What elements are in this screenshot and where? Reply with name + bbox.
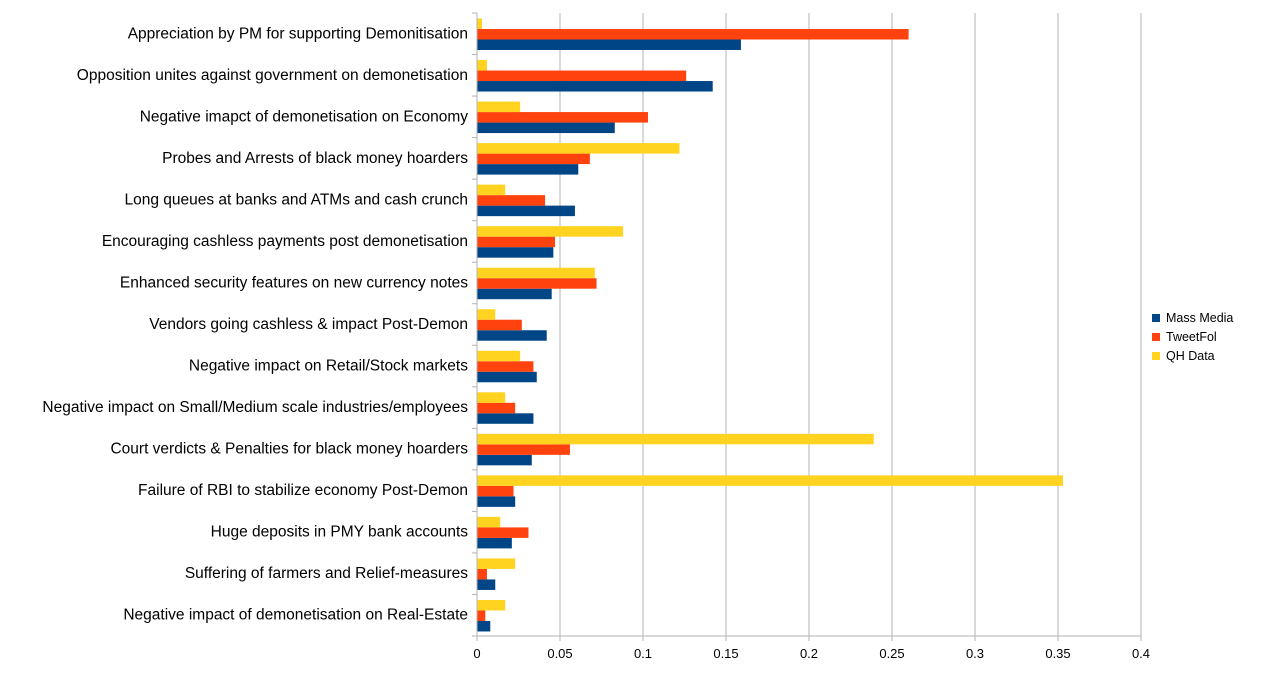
bar-tweetfol <box>477 319 522 331</box>
category-label: Court verdicts & Penalties for black mon… <box>110 441 468 458</box>
x-tick-label: 0.2 <box>800 646 818 661</box>
bar-tweetfol <box>477 527 529 538</box>
x-tick-label: 0.15 <box>713 646 738 661</box>
bar-tweetfol <box>477 402 516 414</box>
category-label: Negative imapct of demonetisation on Eco… <box>140 108 469 125</box>
bar-qh-data <box>477 599 506 611</box>
grid-lines <box>476 13 1142 641</box>
bar-qh-data <box>477 350 521 362</box>
bar-qh-data <box>477 18 482 29</box>
category-label: Negative impact of demonetisation on Rea… <box>123 607 468 624</box>
x-tick-label: 0.05 <box>547 646 572 661</box>
bar-mass-media <box>477 81 713 92</box>
bar-qh-data <box>477 184 506 196</box>
bar-mass-media <box>477 205 575 217</box>
bar-mass-media <box>477 579 496 590</box>
axes <box>472 12 1141 637</box>
legend-label: Mass Media <box>1166 311 1233 325</box>
category-label: Appreciation by PM for supporting Demoni… <box>128 25 468 42</box>
bar-qh-data <box>477 516 501 528</box>
bar-mass-media <box>477 164 579 175</box>
x-tick-label: 0.4 <box>1132 646 1150 661</box>
bar-mass-media <box>477 288 552 300</box>
bar-tweetfol <box>477 153 590 165</box>
category-label: Huge deposits in PMY bank accounts <box>211 524 469 541</box>
legend-label: QH Data <box>1166 349 1215 363</box>
bar-tweetfol <box>477 444 570 455</box>
bar-mass-media <box>477 496 516 507</box>
category-label: Opposition unites against government on … <box>77 67 468 84</box>
bar-tweetfol <box>477 610 486 621</box>
bar-mass-media <box>477 537 512 549</box>
legend-swatch <box>1152 333 1160 341</box>
bar-tweetfol <box>477 361 534 372</box>
bar-qh-data <box>477 309 496 320</box>
bar-mass-media <box>477 247 554 258</box>
legend-swatch <box>1152 314 1160 322</box>
bar-mass-media <box>477 122 615 134</box>
category-label: Suffering of farmers and Relief-measures <box>185 565 468 582</box>
bar-qh-data <box>477 226 624 237</box>
legend-label: TweetFol <box>1166 330 1217 344</box>
category-label: Probes and Arrests of black money hoarde… <box>162 150 468 167</box>
bar-qh-data <box>477 60 487 71</box>
x-tick-label: 0.3 <box>966 646 984 661</box>
category-label: Negative impact on Retail/Stock markets <box>189 358 468 375</box>
bar-qh-data <box>477 143 680 154</box>
x-tick-label: 0.35 <box>1045 646 1070 661</box>
bar-tweetfol <box>477 29 909 40</box>
category-label: Enhanced security features on new curren… <box>120 274 468 291</box>
bar-qh-data <box>477 475 1063 486</box>
bar-tweetfol <box>477 568 487 580</box>
x-tick-label: 0.25 <box>879 646 904 661</box>
bar-tweetfol <box>477 278 597 289</box>
bar-tweetfol <box>477 112 648 123</box>
bar-qh-data <box>477 558 516 569</box>
x-tick-label: 0.1 <box>634 646 652 661</box>
category-label: Encouraging cashless payments post demon… <box>102 233 468 250</box>
x-tick-label: 0 <box>473 646 480 661</box>
bar-mass-media <box>477 330 547 341</box>
bar-mass-media <box>477 39 741 50</box>
bar-tweetfol <box>477 70 687 82</box>
bar-mass-media <box>477 454 532 466</box>
legend: Mass Media TweetFol QH Data <box>1152 311 1233 363</box>
bar-mass-media <box>477 413 534 424</box>
bar-qh-data <box>477 392 506 403</box>
bar-tweetfol <box>477 236 556 248</box>
category-labels: Appreciation by PM for supporting Demoni… <box>42 25 468 623</box>
category-label: Long queues at banks and ATMs and cash c… <box>124 191 468 208</box>
bar-qh-data <box>477 433 874 445</box>
bars <box>477 18 1063 632</box>
category-label: Negative impact on Small/Medium scale in… <box>42 399 468 416</box>
bar-mass-media <box>477 620 491 632</box>
bar-tweetfol <box>477 485 514 497</box>
bar-qh-data <box>477 101 521 113</box>
bar-tweetfol <box>477 195 546 206</box>
legend-swatch <box>1152 352 1160 360</box>
category-label: Vendors going cashless & impact Post-Dem… <box>149 316 468 333</box>
category-label: Failure of RBI to stabilize economy Post… <box>138 482 468 499</box>
bar-mass-media <box>477 371 537 383</box>
x-tick-labels: 0 0.05 0.1 0.15 0.2 0.25 0.3 0.35 0.4 <box>473 646 1150 661</box>
bar-qh-data <box>477 267 595 279</box>
